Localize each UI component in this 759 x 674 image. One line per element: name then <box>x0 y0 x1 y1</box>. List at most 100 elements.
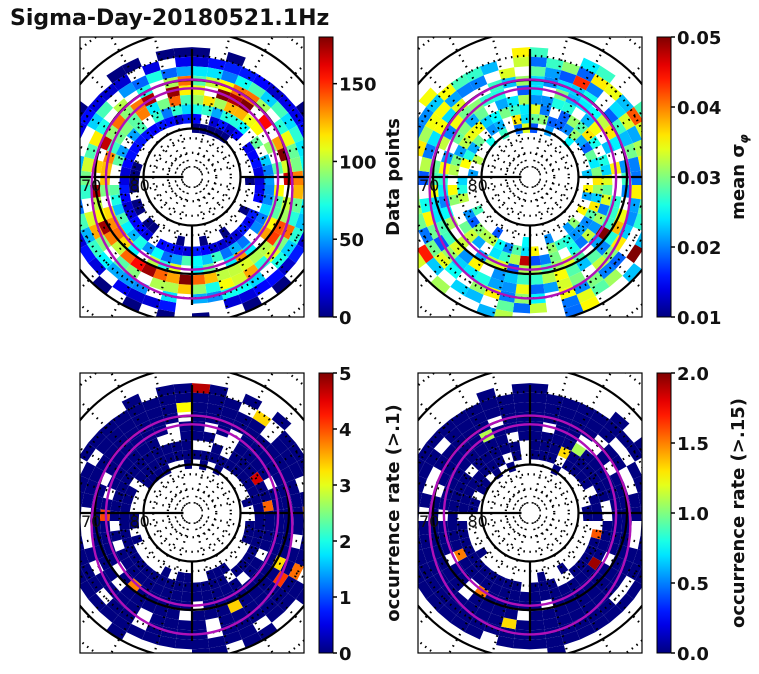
heatmap-cell <box>111 450 127 467</box>
auroral-oval-boundary <box>90 78 294 300</box>
heatmap-cell <box>145 70 164 85</box>
heatmap-cell <box>435 135 451 151</box>
heatmap-cell <box>418 213 427 231</box>
colorbar-label: mean σφ <box>728 134 751 220</box>
heatmap-cell <box>230 128 244 142</box>
heatmap-cell <box>80 549 89 567</box>
heatmap-cell <box>571 442 587 457</box>
heatmap-cell <box>192 392 210 404</box>
mlt-dotted-spoke <box>80 183 186 291</box>
mlt-dotted-spoke <box>418 180 523 243</box>
colorbar-tick-label: 2 <box>339 532 352 553</box>
heatmap-cell <box>121 57 142 74</box>
heatmap-cell <box>113 591 130 608</box>
heatmap-cell <box>418 251 427 269</box>
heatmap-cell <box>81 492 94 508</box>
mlt-dotted-spoke <box>533 184 613 317</box>
heatmap-cell <box>158 635 177 649</box>
heatmap-cell <box>530 255 541 266</box>
mlt-dotted-spoke <box>201 481 304 512</box>
heatmap-cell <box>252 502 265 513</box>
heatmap-cell <box>546 452 558 464</box>
heatmap-cell <box>128 512 140 521</box>
heatmap-cell <box>155 48 175 62</box>
heatmap-cell <box>238 434 255 450</box>
heatmap-cell <box>174 638 192 650</box>
colorbar <box>656 372 672 654</box>
heatmap-cell <box>112 154 125 167</box>
heatmap-cell <box>630 185 642 200</box>
colorbar-tick-label: 1.5 <box>677 434 709 455</box>
heatmap-cell <box>147 123 161 136</box>
heatmap-cell <box>530 638 548 650</box>
heatmap-cell <box>581 169 593 179</box>
heatmap-cell <box>242 393 263 410</box>
heatmap-cell <box>145 406 164 421</box>
heatmap-cell <box>208 578 220 590</box>
heatmap-cell <box>212 566 224 579</box>
heatmap-cell <box>119 166 132 177</box>
heatmap-cell <box>80 491 85 507</box>
heatmap-cell <box>581 505 593 515</box>
heatmap-cell <box>539 253 552 266</box>
heatmap-cell <box>242 296 263 313</box>
heatmap-cell <box>450 154 463 167</box>
heatmap-cell <box>435 555 451 571</box>
auroral-oval-boundary <box>104 423 280 607</box>
heatmap-cell <box>192 56 210 68</box>
heatmap-cell <box>456 570 472 585</box>
heatmap-cell <box>126 578 142 593</box>
heatmap-cell <box>444 215 459 231</box>
heatmap-cell <box>121 200 134 213</box>
heatmap-cell <box>165 608 180 620</box>
heatmap-cell <box>106 622 127 641</box>
heatmap-cell <box>457 502 470 513</box>
heatmap-cell <box>88 130 104 147</box>
auroral-oval-boundary <box>442 423 618 607</box>
heatmap-cell <box>156 97 171 111</box>
heatmap-cell <box>141 241 156 255</box>
heatmap-cell <box>128 551 142 565</box>
heatmap-cell <box>602 521 613 532</box>
heatmap-cell <box>153 268 169 282</box>
axes-frame <box>417 372 643 654</box>
heatmap-cell <box>208 242 220 254</box>
heatmap-cell <box>457 105 474 122</box>
colorbar-label: occurrence rate (>.1) <box>383 404 404 621</box>
heatmap-cell <box>242 90 260 106</box>
heatmap-cell <box>467 98 484 114</box>
heatmap-cell <box>580 57 601 74</box>
heatmap-cell <box>206 67 224 80</box>
heatmap-cell <box>250 493 263 506</box>
latitude-dotted-circle <box>490 137 570 217</box>
heatmap-cell <box>120 471 135 486</box>
heatmap-cell <box>95 100 114 119</box>
mlt-dotted-spoke <box>418 63 524 171</box>
lat-label-60: 60 <box>371 512 391 531</box>
heatmap-cell <box>254 591 271 608</box>
heatmap-cell <box>160 586 174 600</box>
heatmap-cell <box>626 461 642 480</box>
heatmap-cell <box>80 566 87 585</box>
heatmap-cell <box>449 114 465 131</box>
heatmap-cell <box>585 82 604 99</box>
heatmap-cell <box>280 112 298 131</box>
heatmap-cell <box>178 274 192 285</box>
heatmap-cell <box>418 139 427 157</box>
colorbar-tick-label: 2.0 <box>677 364 709 385</box>
heatmap-cell <box>131 75 150 91</box>
latitude-dotted-circle <box>166 151 218 203</box>
heatmap-cell <box>469 279 488 295</box>
heatmap-cell <box>557 582 572 596</box>
heatmap-cell <box>124 149 138 162</box>
heatmap-cell <box>238 592 255 608</box>
heatmap-cell <box>106 598 125 616</box>
heatmap-cell <box>561 630 581 645</box>
heatmap-cell <box>80 185 92 200</box>
heatmap-cell <box>135 585 151 600</box>
heatmap-cell <box>81 156 94 172</box>
heatmap-cell <box>618 112 636 131</box>
heatmap-cell <box>590 279 610 297</box>
heatmap-cell <box>121 393 142 410</box>
heatmap-cell <box>115 548 129 562</box>
